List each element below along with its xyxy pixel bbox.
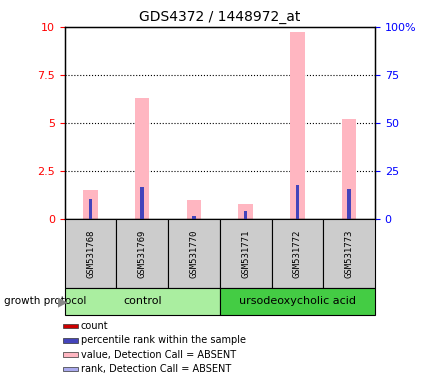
Bar <box>238 204 252 219</box>
Bar <box>271 219 322 288</box>
Bar <box>83 190 98 219</box>
Bar <box>62 338 78 343</box>
Bar <box>219 219 271 288</box>
Bar <box>135 98 149 219</box>
Text: GSM531770: GSM531770 <box>189 229 198 278</box>
Text: GSM531772: GSM531772 <box>292 229 301 278</box>
Bar <box>89 199 92 219</box>
Bar <box>289 31 304 219</box>
Text: growth protocol: growth protocol <box>4 296 86 306</box>
Bar <box>295 185 298 219</box>
Text: GSM531768: GSM531768 <box>86 229 95 278</box>
Text: rank, Detection Call = ABSENT: rank, Detection Call = ABSENT <box>81 364 230 374</box>
Bar <box>322 219 374 288</box>
Text: control: control <box>123 296 161 306</box>
Text: GSM531771: GSM531771 <box>241 229 249 278</box>
Bar <box>140 187 144 219</box>
Bar <box>341 119 356 219</box>
Bar <box>192 216 195 219</box>
Text: GSM531769: GSM531769 <box>138 229 146 278</box>
Bar <box>64 219 116 288</box>
Text: GSM531773: GSM531773 <box>344 229 353 278</box>
Text: value, Detection Call = ABSENT: value, Detection Call = ABSENT <box>81 350 236 360</box>
Title: GDS4372 / 1448972_at: GDS4372 / 1448972_at <box>139 10 300 25</box>
Text: ▶: ▶ <box>58 295 68 308</box>
Bar <box>64 288 219 315</box>
Text: percentile rank within the sample: percentile rank within the sample <box>81 335 246 345</box>
Text: ursodeoxycholic acid: ursodeoxycholic acid <box>238 296 355 306</box>
Bar <box>347 189 350 219</box>
Bar <box>168 219 219 288</box>
Bar <box>62 324 78 328</box>
Bar <box>62 367 78 371</box>
Bar <box>219 288 374 315</box>
Text: count: count <box>81 321 108 331</box>
Bar <box>62 353 78 357</box>
Bar <box>116 219 168 288</box>
Bar <box>243 211 247 219</box>
Bar <box>186 200 201 219</box>
